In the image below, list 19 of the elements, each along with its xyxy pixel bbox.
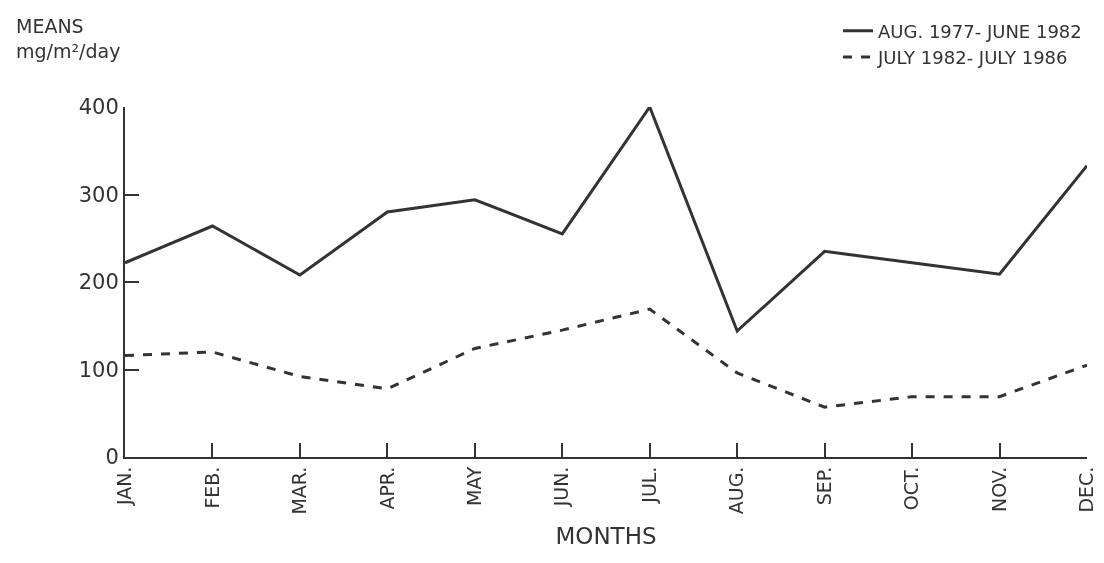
x-tick-label: APR. xyxy=(375,466,398,510)
legend-label: JULY 1982- JULY 1986 xyxy=(877,47,1068,69)
x-tick-label: MAR. xyxy=(288,466,311,515)
x-tick-label: MAY xyxy=(462,466,485,507)
x-tick-label: OCT. xyxy=(900,466,923,511)
y-axis-title: MEANS mg/m²/day xyxy=(16,15,121,62)
x-tick-label: SEP. xyxy=(812,466,835,506)
x-tick-label: FEB. xyxy=(200,466,223,509)
y-tick-label: 400 xyxy=(78,95,119,120)
x-axis-title: MONTHS xyxy=(555,522,657,549)
x-tick-label: AUG. xyxy=(725,466,748,515)
legend-label: AUG. 1977- JUNE 1982 xyxy=(878,20,1082,42)
x-tick-label: JUN. xyxy=(550,466,573,508)
x-tick-label: JUL. xyxy=(637,466,660,504)
y-tick-label: 200 xyxy=(78,270,119,295)
y-tick-label: 300 xyxy=(78,182,119,207)
x-tick-label: DEC. xyxy=(1075,466,1098,513)
y-tick-label: 100 xyxy=(78,357,119,382)
x-tick-label: NOV. xyxy=(987,466,1010,513)
